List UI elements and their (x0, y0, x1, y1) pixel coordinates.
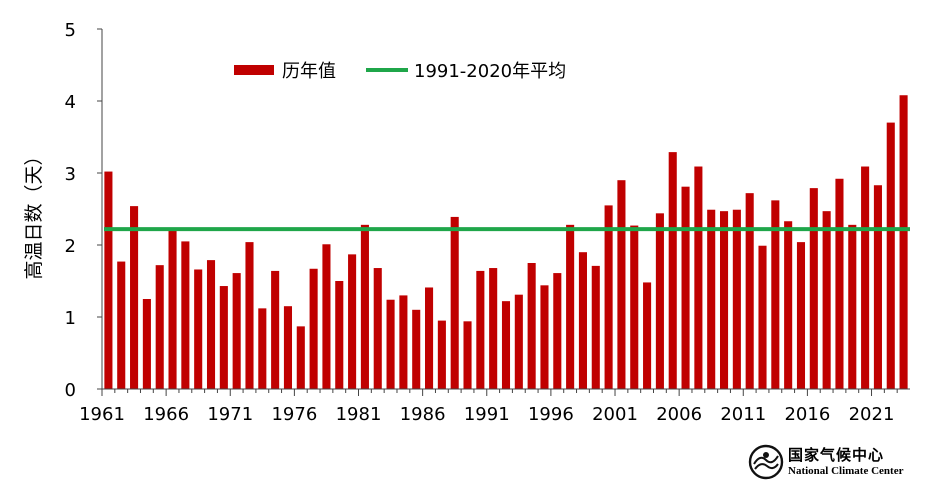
bar-1994 (527, 263, 536, 389)
x-tick-label: 1991 (464, 404, 510, 425)
bar-2007 (694, 166, 703, 389)
legend-line-label: 1991-2020年平均 (414, 61, 566, 82)
bar-1966 (168, 229, 177, 389)
bar-1975 (283, 306, 293, 389)
bar-1961 (104, 171, 113, 389)
bar-1972 (245, 242, 254, 389)
bar-1992 (501, 301, 511, 389)
bar-2003 (643, 282, 652, 389)
bar-1989 (463, 321, 472, 389)
bar-2011 (745, 193, 754, 389)
bar-1976 (296, 326, 305, 389)
bar-1968 (194, 269, 203, 389)
bar-1991 (489, 268, 498, 389)
legend-bar-label: 历年值 (282, 61, 336, 82)
bar-1973 (258, 308, 267, 389)
bar-1984 (399, 295, 408, 389)
bars-group (104, 95, 908, 390)
bar-1962 (117, 261, 126, 389)
bar-1967 (181, 241, 190, 389)
bar-2021 (873, 185, 882, 389)
x-tick-label: 2001 (592, 404, 638, 425)
x-tick-label: 2021 (849, 404, 895, 425)
bar-2023 (899, 95, 908, 390)
x-tick-label: 1976 (271, 404, 317, 425)
bar-2000 (604, 205, 613, 389)
bar-1965 (155, 265, 164, 389)
bar-2002 (630, 225, 639, 389)
y-tick-label: 1 (65, 308, 76, 329)
bar-2013 (771, 200, 780, 389)
x-tick-label: 1961 (79, 404, 125, 425)
bar-1988 (450, 216, 459, 389)
legend: 历年值 1991-2020年平均 (234, 61, 566, 82)
bar-2017 (822, 211, 831, 389)
y-tick-label: 3 (65, 164, 76, 185)
bar-1996 (553, 273, 562, 389)
bar-1974 (271, 270, 280, 389)
bar-2019 (848, 224, 857, 389)
bar-1978 (322, 244, 331, 389)
bar-1980 (348, 254, 357, 389)
bar-1995 (540, 285, 549, 389)
bar-1983 (386, 299, 395, 389)
legend-bar-swatch (234, 65, 274, 75)
x-tick-label: 1971 (207, 404, 253, 425)
bar-1977 (309, 268, 318, 389)
bar-1963 (130, 206, 139, 389)
x-tick-label: 1986 (400, 404, 446, 425)
x-tick-label: 1966 (143, 404, 189, 425)
y-axis: 0 1 2 3 4 5 (65, 20, 103, 401)
bar-2006 (681, 186, 690, 389)
ncc-logo: 国家气候中心 National Climate Center (748, 444, 928, 482)
logo-name-en: National Climate Center (788, 465, 904, 477)
bar-1964 (142, 299, 151, 389)
x-axis: 1961 1966 1971 1976 1981 1986 1991 1996 2001 2006… (79, 388, 910, 425)
y-axis-label: 高温日数（天） (23, 146, 45, 279)
bar-2016 (809, 188, 818, 389)
bar-1985 (412, 309, 421, 389)
bar-1999 (591, 265, 600, 389)
bar-1990 (476, 270, 485, 389)
bar-2015 (796, 242, 806, 389)
y-tick-label: 2 (65, 236, 76, 257)
bar-2018 (835, 178, 844, 389)
bar-1987 (437, 320, 446, 389)
bar-2005 (668, 152, 677, 389)
x-tick-label: 1996 (528, 404, 574, 425)
bar-2010 (732, 209, 741, 389)
bar-1993 (514, 294, 523, 389)
bar-2014 (784, 221, 793, 389)
bar-1986 (425, 287, 434, 389)
bar-2009 (719, 211, 729, 389)
x-tick-label: 2011 (720, 404, 766, 425)
ncc-emblem-icon (748, 444, 784, 480)
x-tick-label: 1981 (336, 404, 382, 425)
bar-1969 (206, 260, 216, 389)
bar-1998 (578, 252, 587, 389)
bar-2012 (758, 245, 767, 389)
bar-2001 (617, 180, 626, 389)
bar-1979 (335, 281, 344, 389)
y-tick-label: 4 (65, 92, 76, 113)
bar-2020 (861, 166, 870, 389)
logo-name-cn: 国家气候中心 (788, 446, 885, 464)
bar-1970 (219, 286, 228, 389)
bar-2008 (707, 209, 716, 389)
y-tick-label: 5 (65, 20, 76, 41)
bar-1982 (373, 268, 382, 389)
bar-2022 (886, 122, 895, 389)
bar-1981 (360, 224, 369, 389)
bar-1997 (566, 224, 575, 389)
x-tick-label: 2006 (656, 404, 702, 425)
y-tick-label: 0 (65, 380, 76, 401)
bar-2004 (655, 213, 664, 389)
bar-1971 (232, 273, 241, 389)
x-tick-label: 2016 (784, 404, 830, 425)
